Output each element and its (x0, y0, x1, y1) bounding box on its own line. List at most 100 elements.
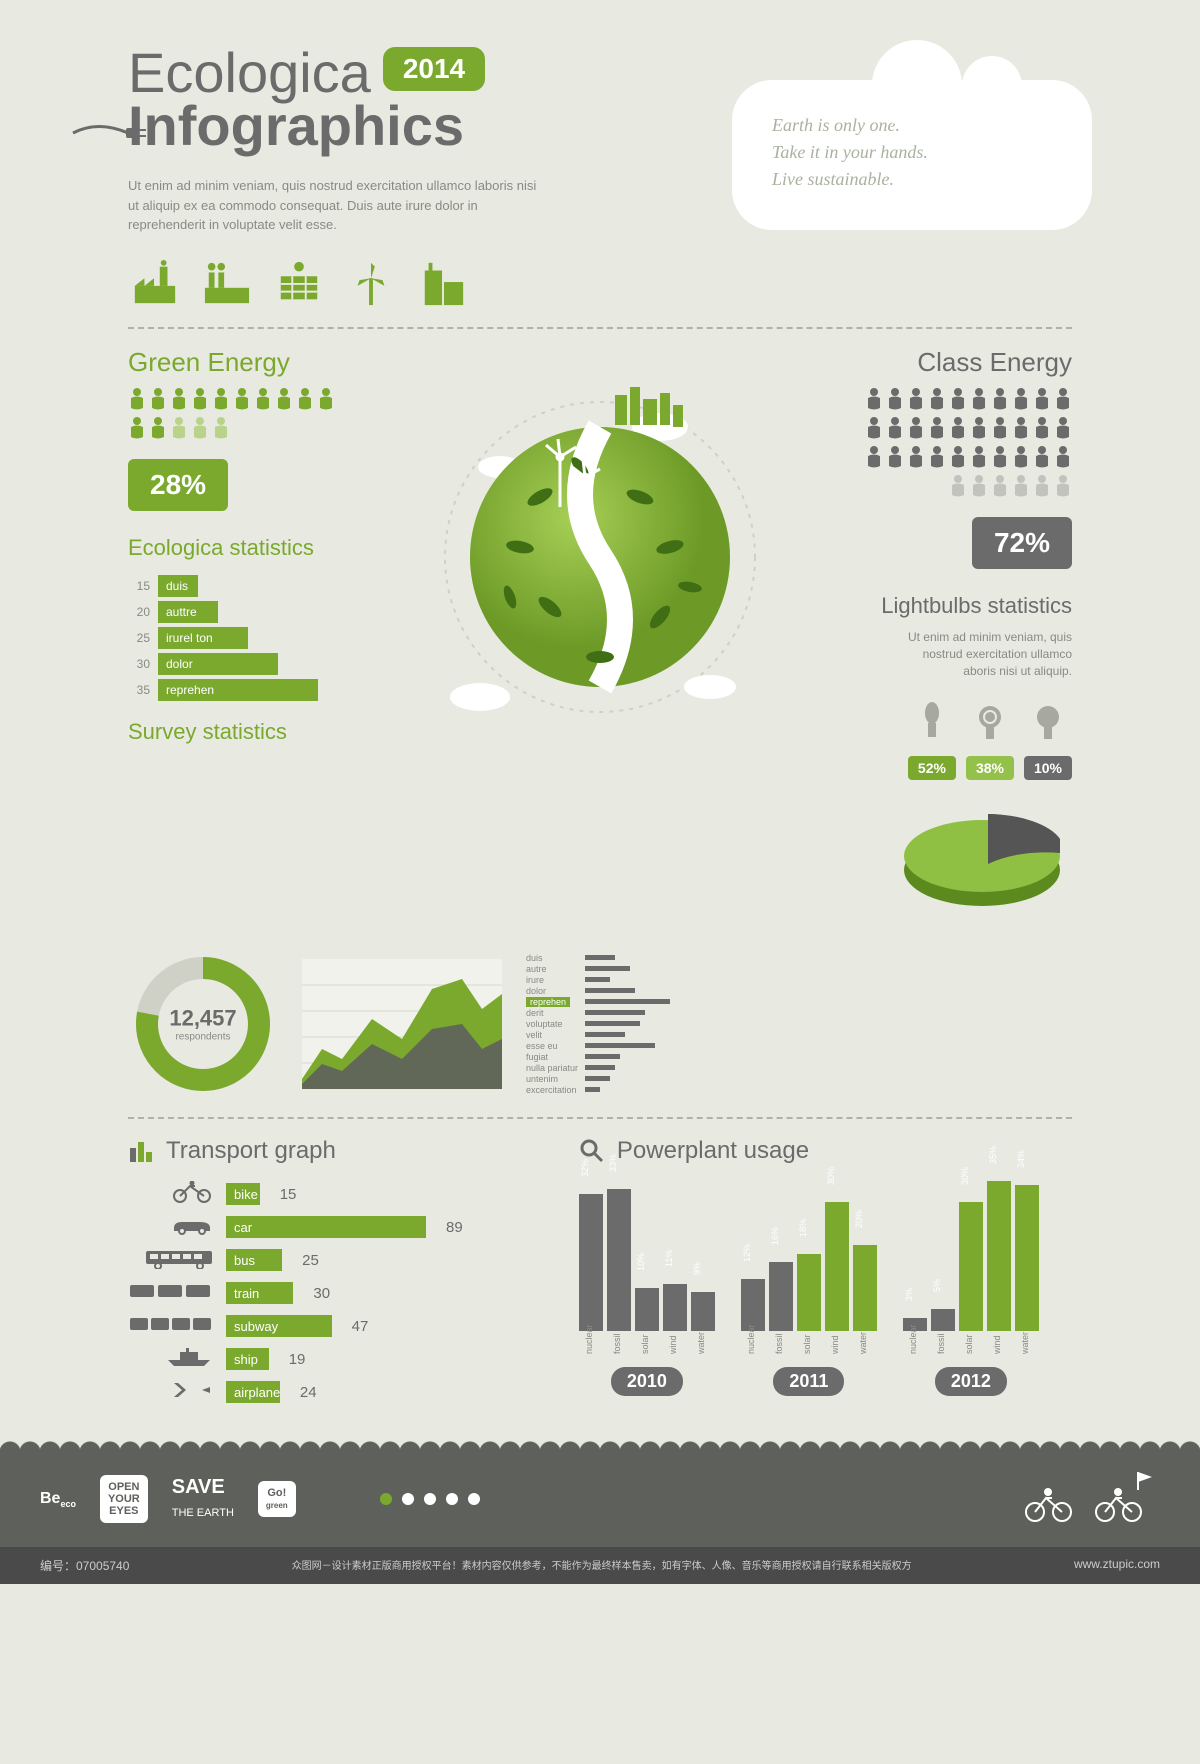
mini-bar-row: velit (526, 1030, 676, 1040)
eco-bar-row: 35 reprehen (128, 679, 390, 701)
mini-bar-row: derit (526, 1008, 676, 1018)
bulb-item: 38% (966, 701, 1014, 780)
footer: Beeco OPENYOUREYES SAVETHE EARTH Go!gree… (0, 1452, 1200, 1547)
pager-dot[interactable] (402, 1493, 414, 1505)
eco-bar-row: 30 dolor (128, 653, 390, 675)
pp-bar: 18% solar (797, 1254, 821, 1331)
pager-dot[interactable] (424, 1493, 436, 1505)
lightbulb-row: 52% 38% 10% (810, 701, 1072, 780)
footer-be-eco: Beeco (40, 1490, 76, 1509)
pp-bar: 20% water (853, 1245, 877, 1331)
divider (128, 327, 1072, 329)
wm-id: 编号：07005740 (40, 1557, 129, 1574)
class-pct-badge: 72% (972, 517, 1072, 569)
quote-cloud: Earth is only one. Take it in your hands… (732, 80, 1092, 230)
pp-year-2010: 32% nuclear 33% fossil 10% solar 11% win… (579, 1181, 715, 1396)
transport-row-car: car 89 (128, 1214, 539, 1241)
pp-bar: 35% wind (987, 1181, 1011, 1331)
pp-bar: 5% fossil (931, 1309, 955, 1330)
header-subtitle: Ut enim ad minim veniam, quis nostrud ex… (128, 176, 548, 235)
mini-bar-row: excercitation (526, 1085, 676, 1095)
pager-dots[interactable] (380, 1493, 480, 1505)
windmill-icon (344, 259, 398, 307)
bars-icon (128, 1138, 154, 1164)
header: Ecologica 2014 Infographics Ut enim ad m… (128, 40, 1072, 307)
footer-badge-go: Go!green (258, 1481, 296, 1517)
train-icon (128, 1280, 214, 1307)
mini-bar-row: irure (526, 975, 676, 985)
bike-icon (128, 1181, 214, 1208)
lightbulbs-title: Lightbulbs statistics (810, 593, 1072, 619)
green-people-icons (128, 388, 348, 443)
wm-notice: 众图网－设计素材正版商用授权平台！素材内容仅供参考，不能作为最终样本售卖，如有字… (129, 1557, 1074, 1574)
mini-bar-row: voluptate (526, 1019, 676, 1029)
area-chart (302, 959, 502, 1089)
mini-bar-row: reprehen (526, 997, 676, 1007)
pp-bar: 30% solar (959, 1202, 983, 1331)
airplane-icon (128, 1379, 214, 1406)
footer-save: SAVETHE EARTH (172, 1476, 234, 1522)
transport-row-bike: bike 15 (128, 1181, 539, 1208)
green-pct-badge: 28% (128, 459, 228, 511)
pp-bar: 9% water (691, 1292, 715, 1331)
bulb-item: 10% (1024, 701, 1072, 780)
pp-bar: 32% nuclear (579, 1194, 603, 1331)
pie-chart (810, 800, 1072, 925)
pager-dot[interactable] (468, 1493, 480, 1505)
lightbulbs-text: Ut enim ad minim veniam, quis nostrud ex… (892, 629, 1072, 681)
watermark-strip: 编号：07005740 众图网－设计素材正版商用授权平台！素材内容仅供参考，不能… (0, 1547, 1200, 1584)
donut-label: respondents (169, 1031, 236, 1042)
survey-row: 12,457 respondents duisautreiruredolorre… (128, 949, 1072, 1099)
wm-site: www.ztupic.com (1074, 1557, 1160, 1574)
transport-row-train: train 30 (128, 1280, 539, 1307)
pp-year-2011: 12% nuclear 16% fossil 18% solar 30% win… (741, 1181, 877, 1396)
pp-bar: 33% fossil (607, 1189, 631, 1330)
pp-bar: 11% wind (663, 1284, 687, 1331)
footer-badge-open: OPENYOUREYES (100, 1475, 148, 1523)
year-badge: 2014 (383, 47, 485, 91)
eco-bar-row: 15 duis (128, 575, 390, 597)
cloud-line-0: Earth is only one. (772, 112, 1062, 139)
mini-bar-row: autre (526, 964, 676, 974)
pp-bar: 3% nuclear (903, 1318, 927, 1331)
bus-icon (128, 1247, 214, 1274)
transport-section: Transport graph bike 15 car 89 bus 25 tr… (128, 1137, 539, 1412)
cyclists-icon (1020, 1472, 1160, 1527)
mini-bar-row: untenim (526, 1074, 676, 1084)
infographic-page: Ecologica 2014 Infographics Ut enim ad m… (88, 0, 1112, 1412)
pp-bar: 12% nuclear (741, 1279, 765, 1330)
class-energy-title: Class Energy (810, 347, 1072, 378)
mini-bar-row: dolor (526, 986, 676, 996)
pp-bar: 30% wind (825, 1202, 849, 1331)
car-icon (128, 1214, 214, 1241)
transport-bars: bike 15 car 89 bus 25 train 30 subway 47… (128, 1181, 539, 1406)
divider-2 (128, 1117, 1072, 1119)
eco-bar-row: 20 auttre (128, 601, 390, 623)
class-energy-col: Class Energy 72% Lightbulbs statistics U… (810, 347, 1072, 925)
transport-row-bus: bus 25 (128, 1247, 539, 1274)
cloud-line-2: Live sustainable. (772, 166, 1062, 193)
mini-bar-row: nulla pariatur (526, 1063, 676, 1073)
transport-row-subway: subway 47 (128, 1313, 539, 1340)
energy-section: Green Energy 28% Ecologica statistics 15… (128, 347, 1072, 925)
plug-icon (68, 118, 148, 148)
bulb-item: 52% (908, 701, 956, 780)
mini-bar-row: duis (526, 953, 676, 963)
bottom-section: Transport graph bike 15 car 89 bus 25 tr… (128, 1137, 1072, 1412)
eco-stats-title: Ecologica statistics (128, 535, 390, 561)
mini-bar-list: duisautreiruredolorreprehenderitvoluptat… (526, 952, 676, 1096)
pager-dot[interactable] (380, 1493, 392, 1505)
powerplant-title: Powerplant usage (617, 1137, 809, 1165)
subway-icon (128, 1313, 214, 1340)
survey-title: Survey statistics (128, 719, 390, 745)
green-energy-col: Green Energy 28% Ecologica statistics 15… (128, 347, 390, 745)
building-icon (416, 259, 470, 307)
powerplant-section: Powerplant usage 32% nuclear 33% fossil … (579, 1137, 1072, 1412)
green-energy-title: Green Energy (128, 347, 390, 378)
pp-year-2012: 3% nuclear 5% fossil 30% solar 35% wind … (903, 1181, 1039, 1396)
donut-value: 12,457 (169, 1005, 236, 1031)
ship-icon (128, 1346, 214, 1373)
mini-bar-row: esse eu (526, 1041, 676, 1051)
transport-row-airplane: airplane 24 (128, 1379, 539, 1406)
pager-dot[interactable] (446, 1493, 458, 1505)
